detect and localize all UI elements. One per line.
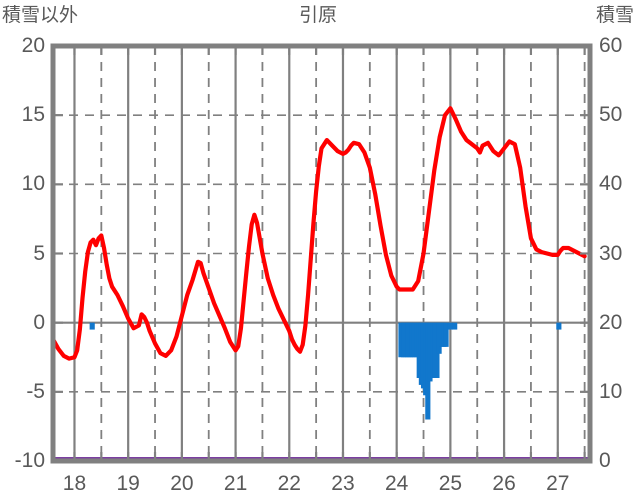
- chart-title: 引原: [298, 5, 337, 26]
- snow-bar: [427, 322, 433, 382]
- left-axis-title: 積雪以外: [2, 5, 79, 26]
- right-axis-tick-label: 0: [599, 449, 611, 472]
- temperature-line: [50, 106, 587, 361]
- x-axis-tick-label: 22: [277, 472, 301, 495]
- plot-background: [53, 46, 590, 461]
- x-axis-tick-label: 25: [438, 472, 463, 495]
- left-axis-tick-label: -10: [14, 449, 45, 472]
- snow-bar: [438, 322, 444, 347]
- left-axis-tick-label: 5: [33, 241, 45, 265]
- right-axis-title: 積雪: [595, 5, 634, 26]
- snow-bar: [447, 322, 453, 330]
- left-axis-tick-label: 10: [21, 172, 45, 196]
- snow-bar: [452, 322, 458, 330]
- snow-bar: [556, 322, 562, 330]
- right-axis-tick-label: 50: [599, 103, 623, 127]
- snow-bar: [89, 322, 95, 330]
- x-axis-tick-label: 18: [62, 472, 87, 495]
- right-axis-tick-label: 40: [599, 172, 623, 196]
- right-axis-tick-label: 60: [599, 34, 623, 57]
- x-axis-tick-label: 27: [546, 472, 570, 495]
- snow-bar: [398, 322, 404, 358]
- x-axis-tick-label: 19: [116, 472, 140, 495]
- snow-bar: [443, 322, 449, 347]
- right-axis-tick-label: 20: [599, 310, 623, 334]
- x-axis-tick-label: 26: [492, 472, 516, 495]
- x-axis-tick-label: 21: [223, 472, 248, 495]
- left-axis-tick-label: 20: [21, 34, 45, 57]
- snow-bar: [411, 322, 417, 358]
- left-axis-tick-label: -5: [26, 379, 45, 403]
- x-axis-tick-label: 24: [384, 472, 409, 495]
- left-axis-tick-label: 15: [21, 103, 45, 127]
- left-axis-tick-label: 0: [33, 310, 45, 334]
- x-axis-tick-label: 23: [331, 472, 355, 495]
- snow-bar-group: [89, 322, 562, 420]
- right-axis-tick-label: 30: [599, 241, 623, 265]
- right-axis-tick-label: 10: [599, 379, 623, 403]
- x-axis-tick-label: 20: [170, 472, 194, 495]
